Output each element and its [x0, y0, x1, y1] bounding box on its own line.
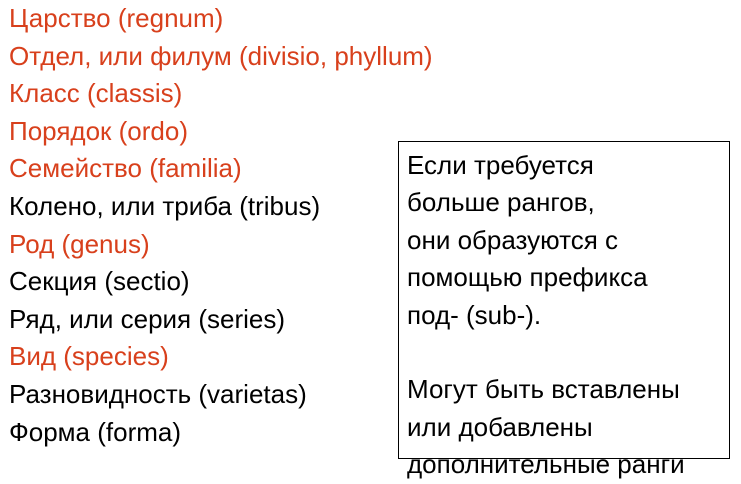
rank-item: Царство (regnum) — [9, 3, 224, 33]
note-spacer — [407, 334, 729, 371]
note-line: или добавлены — [407, 411, 593, 442]
rank-item: Форма (forma) — [9, 416, 182, 447]
note-line: дополнительные ранги — [407, 449, 685, 480]
rank-list: Царство (regnum) Отдел, или филум (divis… — [9, 0, 433, 451]
rank-item: Отдел, или филум (divisio, phyllum) — [9, 40, 433, 71]
note-box: Если требуется больше рангов, они образу… — [398, 141, 730, 479]
rank-item: Разновидность (varietas) — [9, 378, 307, 409]
rank-item: Ряд, или серия (series) — [9, 303, 286, 334]
rank-item: Род (genus) — [9, 228, 150, 259]
rank-item: Секция (sectio) — [9, 266, 190, 297]
rank-item: Класс (classis) — [9, 78, 183, 109]
rank-item: Порядок (ordo) — [9, 115, 188, 146]
note-line: больше рангов, — [407, 187, 595, 218]
rank-item: Семейство (familia) — [9, 153, 242, 184]
rank-item: Колено, или триба (tribus) — [9, 190, 321, 221]
note-line: Могут быть вставлены — [407, 374, 680, 405]
note-line: Если требуется — [407, 150, 594, 180]
rank-item: Вид (species) — [9, 341, 169, 372]
note-line: помощью префикса — [407, 262, 648, 293]
note-line: под- (sub-). — [407, 299, 542, 330]
note-line: они образуются с — [407, 224, 619, 255]
